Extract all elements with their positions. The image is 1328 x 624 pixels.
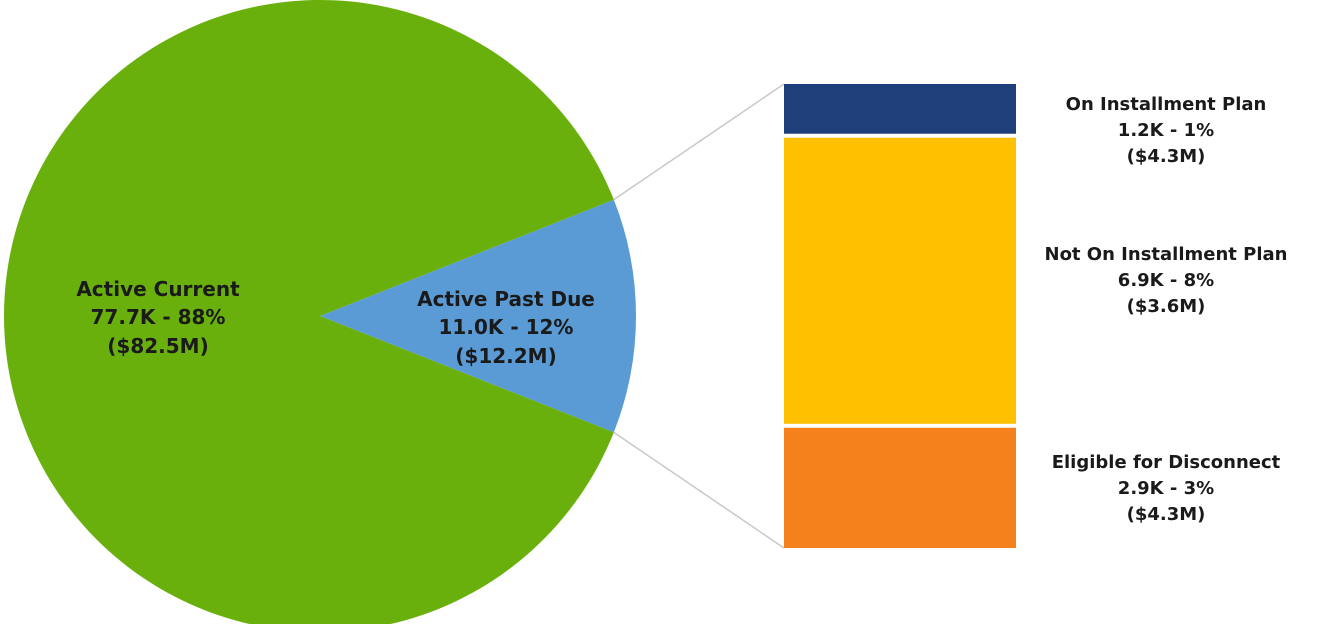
labels-group: Active Current 77.7K - 88% ($82.5M) Active …: [76, 94, 1287, 525]
pie-amount-active-current: ($82.5M): [107, 334, 208, 358]
pie-label-active-past-due: Active Past Due: [417, 287, 595, 311]
connector-lines: [613, 83, 785, 549]
bar-segment-not-on-installment-plan: [784, 137, 1016, 424]
bar-amount-on-installment-plan: ($4.3M): [1127, 146, 1206, 167]
pie-slice-active-current: [3, 0, 614, 624]
connector-line-top: [613, 83, 785, 201]
pie-group: [3, 0, 637, 624]
bar-segment-on-installment-plan: [784, 84, 1016, 134]
pie-slice-active-past-due: [320, 199, 637, 433]
pie-label-active-current: Active Current: [76, 277, 240, 301]
pie-amount-active-past-due: ($12.2M): [455, 344, 556, 368]
bar-label-not-on-installment-plan: Not On Installment Plan: [1045, 244, 1288, 265]
bar-label-on-installment-plan: On Installment Plan: [1066, 94, 1267, 115]
bar-value-on-installment-plan: 1.2K - 1%: [1118, 120, 1214, 141]
bar-value-eligible-for-disconnect: 2.9K - 3%: [1118, 478, 1214, 499]
bar-label-eligible-for-disconnect: Eligible for Disconnect: [1052, 452, 1281, 473]
pie-value-active-current: 77.7K - 88%: [91, 305, 226, 329]
bar-amount-not-on-installment-plan: ($3.6M): [1127, 296, 1206, 317]
pie-value-active-past-due: 11.0K - 12%: [439, 315, 574, 339]
bar-amount-eligible-for-disconnect: ($4.3M): [1127, 504, 1206, 525]
bar-segment-eligible-for-disconnect: [784, 427, 1016, 548]
stacked-bar-group: [784, 84, 1016, 548]
connector-line-bottom: [613, 431, 785, 549]
bar-value-not-on-installment-plan: 6.9K - 8%: [1118, 270, 1214, 291]
